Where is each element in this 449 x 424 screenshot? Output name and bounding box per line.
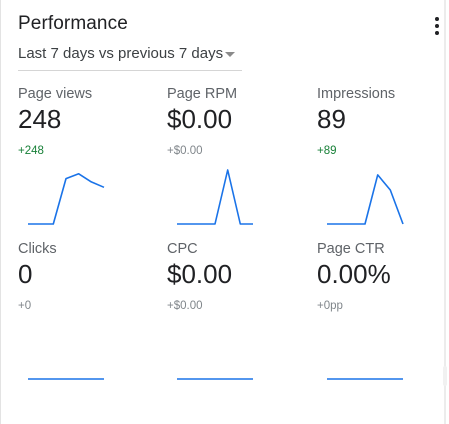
more-vert-icon — [435, 17, 439, 21]
sparkline-chart — [28, 378, 104, 380]
sparkline-chart — [28, 173, 105, 225]
metric-delta: +89 — [317, 145, 337, 157]
metric-value: 0.00% — [317, 259, 391, 289]
metric-value: 0 — [18, 259, 33, 289]
metric-label: Page views — [18, 86, 93, 102]
metric-value: 248 — [18, 104, 62, 134]
caret-down-icon — [225, 52, 235, 57]
sparkline-line — [28, 173, 105, 225]
metric-label: Clicks — [18, 241, 57, 257]
metric-delta: +$0.00 — [167, 300, 203, 312]
metric-cpc[interactable]: CPC $0.00 +$0.00 — [167, 241, 297, 391]
metric-label: CPC — [167, 241, 198, 257]
metric-delta: +0 — [18, 300, 32, 312]
metric-page-rpm[interactable]: Page RPM $0.00 +$0.00 — [167, 86, 297, 236]
sparkline-line — [177, 169, 253, 225]
scroll-edge — [443, 366, 447, 386]
metric-page-ctr[interactable]: Page CTR 0.00% +0pp — [317, 241, 447, 391]
metric-impressions[interactable]: Impressions 89 +89 — [317, 86, 447, 236]
metric-label: Impressions — [317, 86, 396, 102]
metric-label: Page CTR — [317, 241, 385, 257]
metric-page-views[interactable]: Page views 248 +248 — [18, 86, 148, 236]
date-range-selected: Last 7 days vs previous 7 days — [18, 45, 224, 62]
sparkline-line — [327, 174, 404, 225]
sparkline-chart — [327, 378, 403, 380]
metric-value: $0.00 — [167, 104, 233, 134]
metric-value: $0.00 — [167, 259, 233, 289]
metric-clicks[interactable]: Clicks 0 +0 — [18, 241, 148, 391]
metric-delta: +0pp — [317, 300, 343, 312]
metric-value: 89 — [317, 104, 346, 134]
metric-delta: +$0.00 — [167, 145, 203, 157]
sparkline-chart — [327, 174, 404, 225]
card-title: Performance — [18, 13, 128, 34]
sparkline-chart — [177, 169, 253, 225]
date-range-dropdown[interactable]: Last 7 days vs previous 7 days — [18, 44, 242, 71]
more-options-button[interactable] — [425, 12, 449, 40]
metric-delta: +248 — [18, 145, 44, 157]
sparkline-chart — [177, 378, 253, 380]
metric-label: Page RPM — [167, 86, 238, 102]
